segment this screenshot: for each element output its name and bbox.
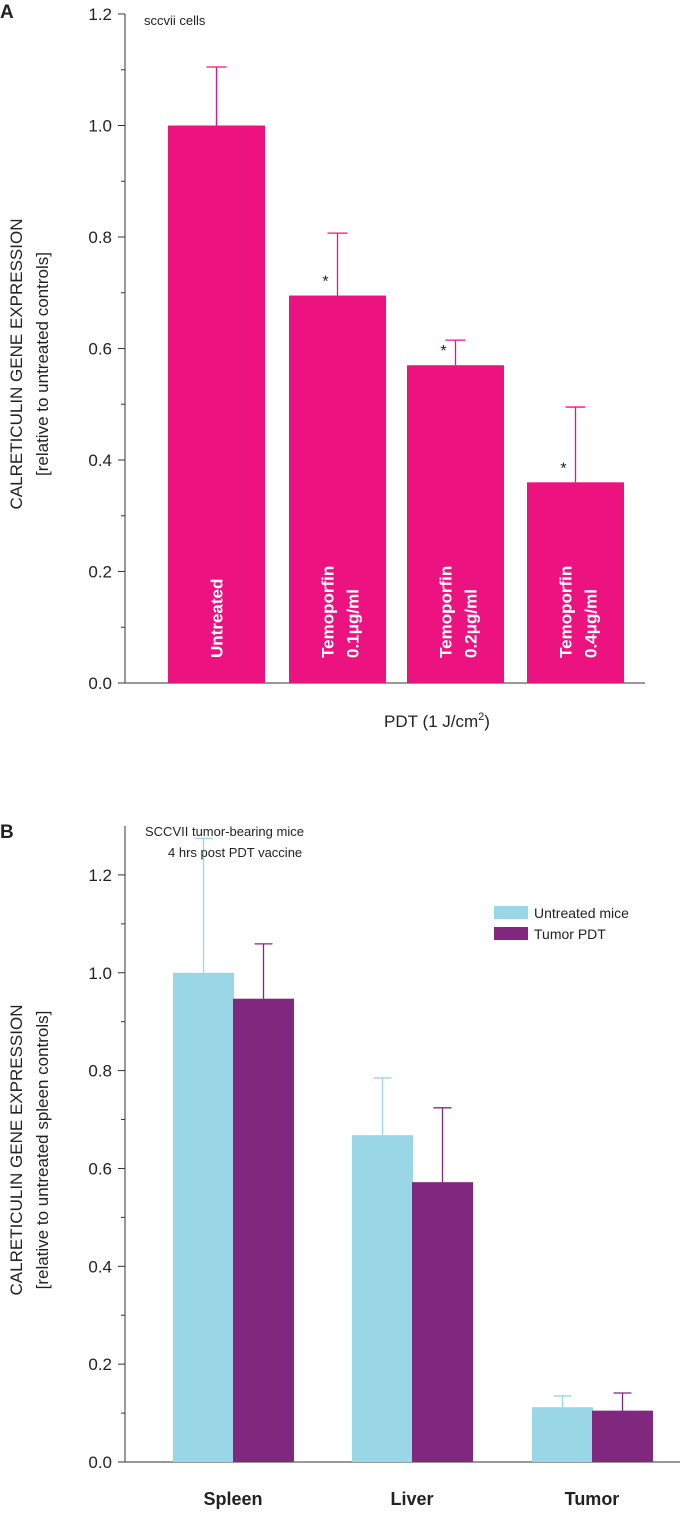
bar-label-line1: Temoporfin (557, 566, 576, 658)
panel-a-xlabel-sup: 2 (478, 711, 484, 723)
panel-b-letter: B (0, 822, 14, 843)
legend-label-untreated: Untreated mice (534, 905, 629, 921)
panel-b-legend: Untreated mice Tumor PDT (494, 905, 629, 942)
panel-a: A 0.0 0.2 0.4 0.6 0.8 1.0 1.2 Untreated * Temopo… (0, 2, 645, 731)
legend-swatch-tumor-pdt (494, 927, 528, 940)
y-tick-label: 1.0 (88, 117, 112, 136)
y-tick-label: 1.0 (88, 964, 112, 983)
panel-b-ylabel-line2: [relative to untreated spleen controls] (33, 1011, 52, 1290)
bar-label-line1: Temoporfin (437, 566, 456, 658)
y-tick-label: 0.6 (88, 340, 112, 359)
panel-b-bars: Spleen Liver Tumor (173, 837, 653, 1509)
bar-tumor-1 (592, 1410, 653, 1462)
significance-star: * (560, 460, 566, 477)
bar-spleen-0 (173, 972, 234, 1462)
panel-b-note-line2: 4 hrs post PDT vaccine (168, 845, 302, 860)
y-tick-label: 0.4 (88, 1257, 112, 1276)
bar-liver-1 (412, 1182, 473, 1462)
bar-label-line1: Temoporfin (319, 566, 338, 658)
y-tick-label: 0.0 (88, 674, 112, 693)
panel-b-note-line1: SCCVII tumor-bearing mice (145, 824, 304, 839)
category-label: Liver (390, 1489, 433, 1509)
panel-a-xlabel-main: PDT (1 J/cm (384, 712, 478, 731)
bar-tumor-0 (532, 1407, 593, 1462)
y-tick-label: 0.2 (88, 1355, 112, 1374)
y-tick-label: 0.4 (88, 451, 112, 470)
bar-spleen-1 (233, 998, 294, 1462)
panel-b: B 0.0 0.2 0.4 0.6 0.8 1.0 1.2 Spleen Liver Tumor… (0, 822, 680, 1509)
y-tick-label: 0.8 (88, 1062, 112, 1081)
legend-label-tumor-pdt: Tumor PDT (534, 926, 606, 942)
y-tick-label: 0.0 (88, 1453, 112, 1472)
bar-liver-0 (352, 1135, 413, 1462)
category-label: Spleen (203, 1489, 262, 1509)
panel-a-xlabel: PDT (1 J/cm2) (384, 711, 490, 731)
bar-label-line1: Untreated (208, 579, 227, 658)
panel-a-ylabel-line1: CALRETICULIN GENE EXPRESSION (7, 219, 26, 510)
significance-star: * (440, 343, 446, 360)
panel-a-title: sccvii cells (144, 13, 206, 28)
panel-a-letter: A (0, 2, 14, 23)
bar-0 (168, 125, 265, 683)
bar-2 (407, 365, 504, 683)
y-tick-label: 0.8 (88, 228, 112, 247)
bar-3 (527, 482, 624, 683)
panel-a-xlabel-close: ) (484, 712, 490, 731)
legend-swatch-untreated (494, 906, 528, 919)
bar-label-line2: 0.2μg/ml (462, 589, 481, 658)
y-tick-label: 1.2 (88, 5, 112, 24)
significance-star: * (322, 274, 328, 291)
bar-label-line2: 0.4μg/ml (582, 589, 601, 658)
panel-a-ylabel-line2: [relative to untreated controls] (33, 252, 52, 476)
category-label: Tumor (565, 1489, 620, 1509)
y-tick-label: 1.2 (88, 866, 112, 885)
panel-b-ylabel-line1: CALRETICULIN GENE EXPRESSION (7, 1005, 26, 1296)
y-tick-label: 0.2 (88, 563, 112, 582)
y-tick-label: 0.6 (88, 1159, 112, 1178)
bar-1 (289, 295, 386, 683)
bar-label-line2: 0.1μg/ml (344, 589, 363, 658)
panel-a-bars: Untreated * Temoporfin 0.1μg/ml * Temoporfin 0… (168, 66, 624, 683)
